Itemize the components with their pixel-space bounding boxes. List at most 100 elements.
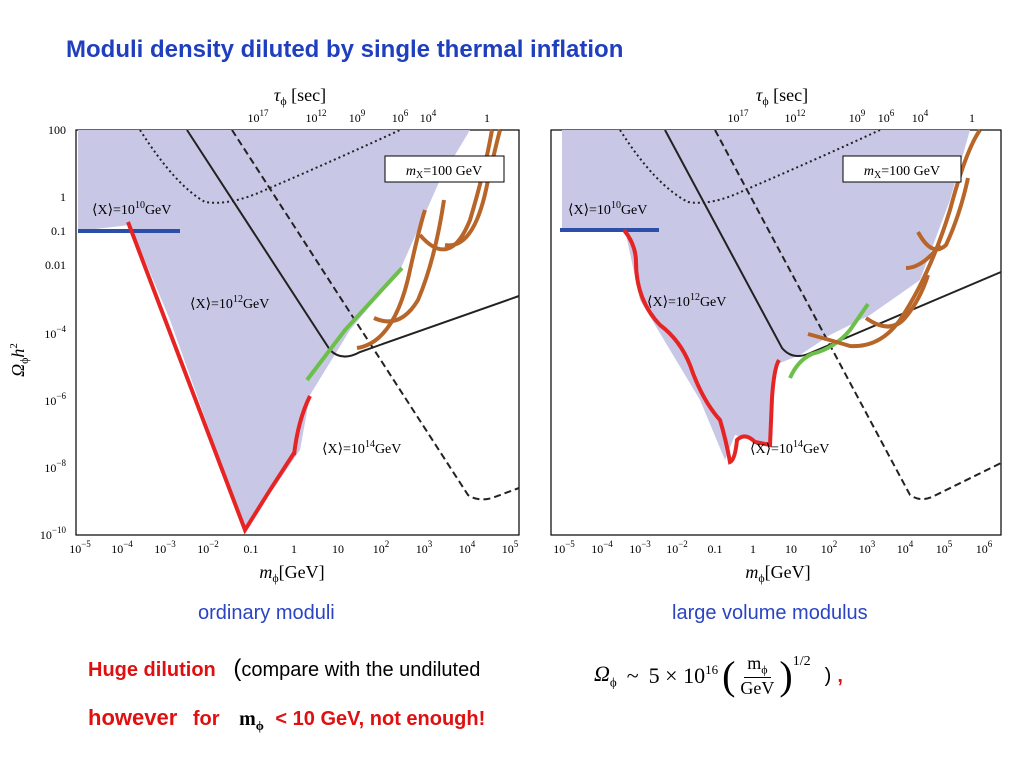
huge-dilution-text: Huge dilution bbox=[88, 659, 216, 681]
left-y-axis-label: Ωϕh2 bbox=[8, 343, 31, 377]
close-paren: ) bbox=[824, 664, 832, 687]
right-x-tick: 106 bbox=[976, 539, 993, 556]
undiluted-formula: Ωϕ ~ 5 × 10 16 ( mϕ GeV ) 1/2 ) , bbox=[594, 652, 843, 699]
left-x-ticks: 10−5 10−4 10−3 10−2 0.1 1 10 102 103 104… bbox=[69, 539, 519, 556]
left-y-ticks: 100 1 0.1 0.01 10−4 10−6 10−8 10−10 bbox=[40, 123, 67, 542]
right-top-axis-label: τϕ [sec] bbox=[756, 85, 808, 108]
left-annotation-1e10: ⟨X⟩=1010GeV bbox=[92, 200, 171, 218]
right-x-tick: 103 bbox=[859, 539, 876, 556]
right-annotation-1e14: ⟨X⟩=1014GeV bbox=[750, 439, 829, 457]
left-allowed-region bbox=[78, 130, 470, 530]
left-top-tick: 1017 bbox=[248, 108, 270, 125]
left-y-tick: 0.1 bbox=[51, 224, 66, 238]
left-y-tick: 10−6 bbox=[44, 391, 66, 408]
right-top-tick: 1 bbox=[969, 111, 975, 125]
right-brown-curve-2 bbox=[864, 274, 930, 329]
left-x-tick: 104 bbox=[459, 539, 476, 556]
left-inset-label: mX=100 GeV bbox=[406, 164, 482, 181]
left-inset-box bbox=[384, 155, 505, 183]
right-x-axis-label: mϕ[GeV] bbox=[745, 562, 810, 585]
right-inset-label: mX=100 GeV bbox=[864, 164, 940, 181]
formula-coef: 5 × 10 bbox=[648, 663, 706, 688]
for-text: for bbox=[192, 708, 220, 730]
right-annotation-1e12: ⟨X⟩=1012GeV bbox=[647, 292, 726, 310]
right-top-tick: 1012 bbox=[785, 108, 806, 125]
formula-exp: 16 bbox=[705, 662, 719, 677]
formula-pow: 1/2 bbox=[792, 654, 811, 669]
left-x-tick: 10−2 bbox=[197, 539, 219, 556]
left-x-tick: 10 bbox=[332, 542, 344, 556]
right-allowed-region bbox=[562, 130, 970, 460]
right-top-ticks: 1017 1012 109 106 104 1 bbox=[728, 108, 976, 125]
left-chart: 1017 1012 109 106 104 1 τϕ [sec] 100 1 0… bbox=[8, 85, 520, 585]
condition-text: < 10 GeV, not enough! bbox=[275, 708, 486, 730]
left-annotation-1e12: ⟨X⟩=1012GeV bbox=[190, 294, 269, 312]
left-brown-curve-2 bbox=[373, 199, 446, 324]
compare-text: compare with the undiluted bbox=[241, 659, 481, 681]
right-brown-curve-3 bbox=[916, 177, 970, 252]
right-x-tick: 10−5 bbox=[553, 539, 575, 556]
right-chart: 1017 1012 109 106 104 1 τϕ [sec] 10−5 10… bbox=[550, 85, 1002, 585]
left-x-tick: 103 bbox=[416, 539, 433, 556]
left-dashed-curve bbox=[231, 129, 520, 501]
left-x-tick: 102 bbox=[373, 539, 390, 556]
right-green-curve bbox=[788, 302, 870, 379]
formula-den: GeV bbox=[740, 678, 775, 699]
note-line-1: Huge dilution (compare with the undilute… bbox=[88, 655, 480, 683]
left-red-curve bbox=[126, 221, 296, 535]
right-top-tick: 106 bbox=[878, 108, 895, 125]
right-x-tick: 10 bbox=[785, 542, 797, 556]
slide-title: Moduli density diluted by single thermal… bbox=[66, 36, 624, 63]
right-x-tick: 10−3 bbox=[629, 539, 651, 556]
right-dashed-curve bbox=[714, 129, 1002, 501]
right-caption: large volume modulus bbox=[672, 602, 868, 624]
left-brown-curve-1 bbox=[356, 209, 427, 350]
formula-sim: ~ bbox=[626, 663, 639, 688]
right-x-ticks: 10−5 10−4 10−3 10−2 0.1 1 10 102 103 104… bbox=[553, 539, 993, 556]
left-x-axis-label: mϕ[GeV] bbox=[259, 562, 324, 585]
right-x-tick: 102 bbox=[821, 539, 838, 556]
left-top-tick: 106 bbox=[392, 108, 409, 125]
left-y-tick: 10−10 bbox=[40, 525, 67, 542]
right-top-tick: 109 bbox=[849, 108, 866, 125]
left-top-axis-label: τϕ [sec] bbox=[274, 85, 326, 108]
left-y-tick: 10−8 bbox=[44, 458, 66, 475]
left-x-tick: 10−5 bbox=[69, 539, 91, 556]
right-annotation-1e10: ⟨X⟩=1010GeV bbox=[568, 200, 647, 218]
right-x-tick: 104 bbox=[897, 539, 914, 556]
mphi-symbol: m bbox=[239, 708, 256, 730]
right-brown-curve-4 bbox=[905, 243, 942, 270]
left-y-tick: 100 bbox=[48, 123, 66, 137]
right-x-tick: 1 bbox=[750, 542, 756, 556]
left-brown-curve-3 bbox=[418, 129, 494, 252]
right-top-tick: 104 bbox=[912, 108, 929, 125]
left-top-tick: 1012 bbox=[306, 108, 327, 125]
left-red-curve-2 bbox=[292, 395, 312, 456]
right-inset-box bbox=[842, 155, 962, 183]
left-x-tick: 10−4 bbox=[111, 539, 133, 556]
left-x-tick: 0.1 bbox=[244, 542, 259, 556]
left-top-ticks: 1017 1012 109 106 104 1 bbox=[248, 108, 491, 125]
right-x-tick: 105 bbox=[936, 539, 953, 556]
right-x-tick: 0.1 bbox=[708, 542, 723, 556]
open-paren: ( bbox=[233, 655, 242, 682]
right-dotted-curve bbox=[619, 129, 881, 204]
left-top-tick: 1 bbox=[484, 111, 490, 125]
left-top-tick: 109 bbox=[349, 108, 366, 125]
note-line-2: however for mϕ < 10 GeV, not enough! bbox=[88, 705, 486, 733]
left-y-tick: 0.01 bbox=[45, 258, 66, 272]
left-x-tick: 10−3 bbox=[154, 539, 176, 556]
left-annotation-1e14: ⟨X⟩=1014GeV bbox=[322, 439, 401, 457]
left-green-curve bbox=[305, 266, 404, 382]
however-text: however bbox=[88, 705, 178, 730]
left-caption: ordinary moduli bbox=[198, 602, 335, 624]
left-x-tick: 1 bbox=[291, 542, 297, 556]
comma: , bbox=[837, 664, 843, 687]
right-top-tick: 1017 bbox=[728, 108, 750, 125]
right-red-curve bbox=[622, 228, 781, 465]
right-x-tick: 10−2 bbox=[666, 539, 688, 556]
left-x-tick: 105 bbox=[502, 539, 519, 556]
left-y-tick: 1 bbox=[60, 190, 66, 204]
right-x-tick: 10−4 bbox=[591, 539, 613, 556]
